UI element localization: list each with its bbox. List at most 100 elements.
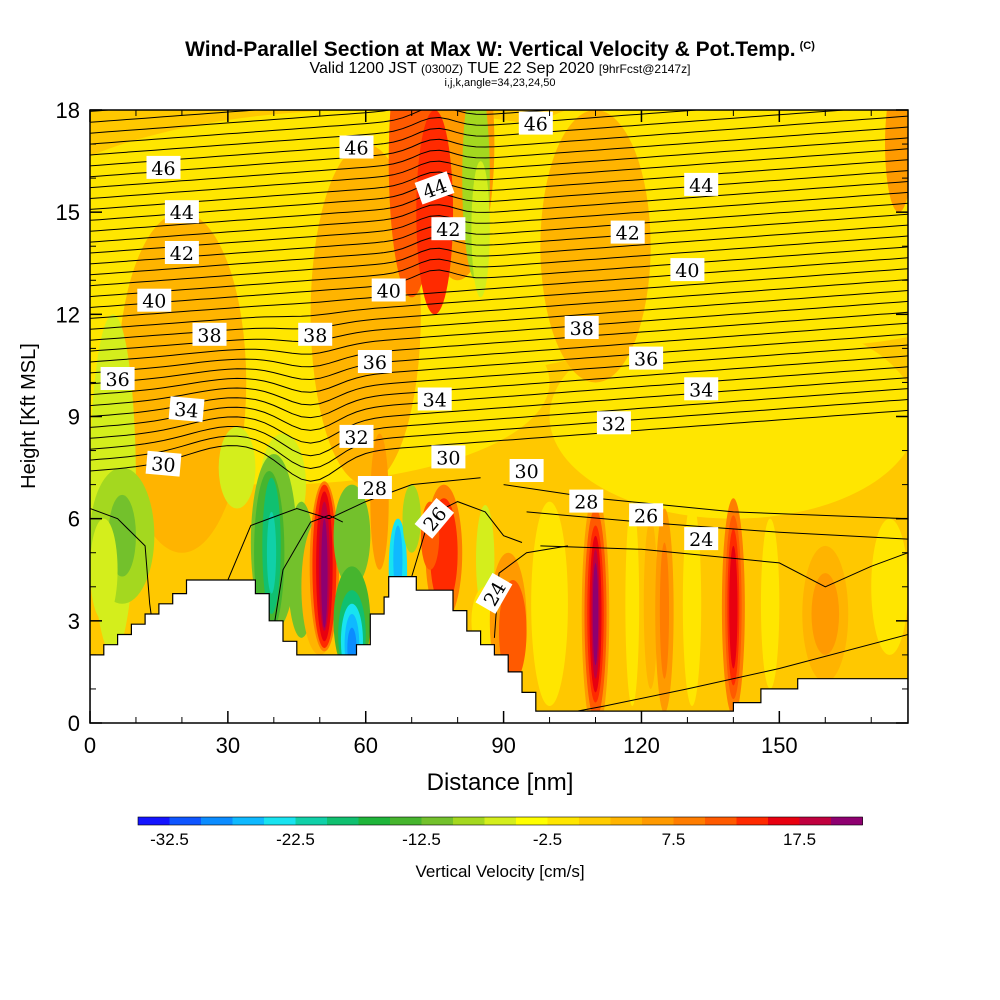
- isentrope: [90, 191, 908, 254]
- contour-label-background: [475, 572, 513, 614]
- x-tick-label: 120: [623, 733, 660, 758]
- contour-label-background: [629, 503, 664, 527]
- isentrope: [90, 388, 908, 457]
- contour-label: 34: [168, 396, 205, 423]
- isentrope: [90, 377, 908, 444]
- isentrope: [90, 300, 908, 363]
- valid-time-local: Valid 1200 JST: [309, 60, 417, 77]
- velocity-cell: [266, 511, 277, 594]
- contour-label-background: [564, 316, 599, 339]
- isentrope: [90, 333, 908, 396]
- contour-label-text: 26: [634, 505, 658, 527]
- isentrope: [90, 366, 908, 431]
- isentrope: [90, 235, 908, 298]
- y-tick-label: 12: [56, 302, 80, 327]
- valid-time-utc: (0300Z): [421, 62, 464, 76]
- colorbar-swatch: [579, 817, 611, 825]
- colorbar-tick-label: 17.5: [783, 830, 816, 849]
- colorbar-swatch: [390, 817, 422, 825]
- contour-label: 44: [684, 172, 719, 197]
- contour-label-text: 46: [524, 114, 548, 136]
- velocity-cell: [90, 518, 118, 621]
- contour-label-background: [684, 527, 719, 551]
- colorbar-swatch: [516, 817, 548, 825]
- contour-label: 46: [518, 111, 553, 136]
- velocity-cell: [760, 518, 780, 689]
- isentrope: [90, 115, 908, 178]
- contour-label: 40: [670, 258, 705, 282]
- contour-label-background: [518, 111, 553, 135]
- contour-label: 28: [569, 489, 604, 514]
- contour-label-text: 36: [634, 349, 658, 371]
- y-tick-label: 3: [68, 609, 80, 634]
- contour-label: 38: [192, 322, 227, 347]
- isentrope: [90, 181, 908, 243]
- contour-label-text: 34: [423, 390, 447, 412]
- isentrope: [90, 213, 908, 276]
- contour-label: 24: [684, 527, 719, 551]
- velocity-cell: [625, 501, 640, 706]
- terrain: [90, 576, 908, 723]
- isentrope: [540, 545, 908, 588]
- contour-label: 42: [431, 217, 466, 241]
- contour-label-text: 42: [436, 219, 460, 241]
- isentrope: [549, 634, 908, 717]
- y-tick-label: 9: [68, 405, 80, 430]
- isentrope: [90, 110, 393, 134]
- y-tick-label: 18: [56, 98, 80, 123]
- colorbar-swatch: [831, 817, 863, 825]
- contour-label-background: [137, 288, 172, 312]
- colorbar-swatch: [484, 817, 517, 825]
- contour-label: 42: [164, 241, 199, 265]
- terrain-outline: [90, 576, 908, 723]
- isentrope: [90, 322, 908, 385]
- contour-label-background: [431, 217, 466, 241]
- grid-indices: i,j,k,angle=34,23,24,50: [444, 77, 556, 89]
- valid-date: TUE 22 Sep 2020: [467, 60, 595, 77]
- x-tick-label: 30: [216, 733, 240, 758]
- contour-label: 32: [596, 411, 631, 435]
- copyright-mark: (C): [799, 40, 815, 52]
- colorbar-swatch: [642, 817, 674, 825]
- contour-label: 46: [146, 155, 181, 180]
- contour-label: 40: [371, 278, 406, 303]
- contour-label: 28: [357, 476, 392, 500]
- colorbar-swatch: [547, 817, 580, 825]
- colorbar-swatch: [673, 817, 706, 825]
- isentrope: [90, 170, 908, 232]
- colorbar-label: Vertical Velocity [cm/s]: [415, 862, 585, 881]
- contour-label-text: 34: [689, 379, 713, 401]
- y-axis-label: Height [Kft MSL]: [18, 343, 40, 489]
- velocity-cell: [471, 161, 490, 298]
- contour-label: 40: [137, 288, 172, 313]
- isentrope: [90, 126, 908, 189]
- contour-label: 36: [357, 350, 392, 374]
- colorbar-swatch: [232, 817, 265, 825]
- colorbar-swatch: [421, 817, 454, 825]
- isentrope: [90, 110, 557, 145]
- contour-label-text: 30: [150, 453, 176, 477]
- contour-label: 26: [629, 503, 664, 527]
- contour-label-text: 38: [570, 318, 594, 340]
- colorbar-tick-label: -2.5: [533, 830, 562, 849]
- colorbar-tick-label: 7.5: [662, 830, 686, 849]
- contour-label-background: [168, 396, 205, 423]
- velocity-cell: [659, 542, 670, 679]
- contour-label-text: 34: [173, 399, 199, 423]
- contour-label-background: [357, 476, 392, 499]
- contour-label: 34: [684, 377, 719, 401]
- contour-label-text: 28: [574, 492, 598, 514]
- contour-label-text: 28: [363, 478, 387, 500]
- colorbar-swatch: [169, 817, 202, 825]
- colorbar-frame: [137, 816, 863, 826]
- colorbar-swatch: [610, 817, 643, 825]
- isentrope: [90, 246, 908, 308]
- chart-title: Wind-Parallel Section at Max W: Vertical…: [185, 38, 815, 61]
- contour-label: 36: [629, 346, 664, 371]
- colorbar-tick-label: -12.5: [402, 830, 441, 849]
- contour-label-background: [164, 200, 199, 224]
- colorbar-swatch: [264, 817, 296, 825]
- contour-label-background: [509, 459, 544, 482]
